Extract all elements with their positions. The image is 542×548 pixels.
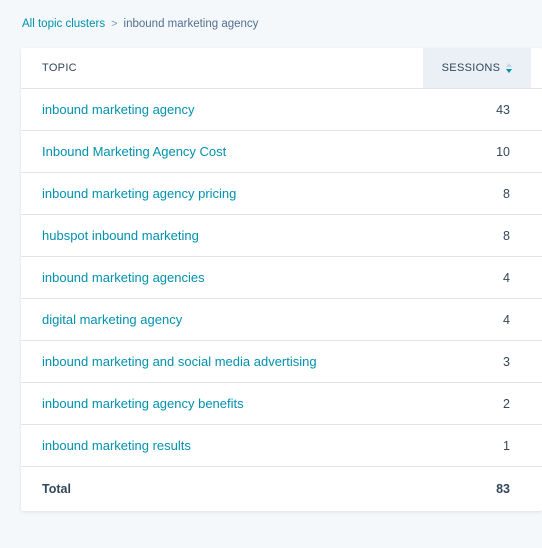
sessions-column-header[interactable]: SESSIONS: [423, 48, 531, 88]
sessions-value: 8: [503, 186, 510, 201]
sort-arrows-icon[interactable]: [506, 63, 513, 73]
topic-link[interactable]: inbound marketing agency benefits: [42, 396, 244, 411]
sessions-value: 2: [503, 396, 510, 411]
total-row: Total 83: [21, 467, 542, 511]
sessions-value: 3: [503, 354, 510, 369]
table-row: inbound marketing agencies 4: [21, 257, 542, 299]
breadcrumb-separator-icon: >: [111, 18, 118, 30]
topic-column-header: TOPIC: [21, 48, 423, 88]
sessions-value: 4: [503, 270, 510, 285]
total-sessions-value: 83: [496, 482, 510, 496]
breadcrumb: All topic clusters > inbound marketing age…: [22, 16, 258, 32]
topic-link[interactable]: inbound marketing agency: [42, 102, 195, 117]
table-row: hubspot inbound marketing 8: [21, 215, 542, 257]
topic-link[interactable]: inbound marketing agencies: [42, 270, 205, 285]
sessions-value: 4: [503, 312, 510, 327]
topic-link[interactable]: digital marketing agency: [42, 312, 183, 327]
table-header-row: TOPIC SESSIONS: [21, 48, 542, 89]
breadcrumb-current: inbound marketing agency: [123, 18, 259, 30]
table-row: inbound marketing agency benefits 2: [21, 383, 542, 425]
table-row: inbound marketing results 1: [21, 425, 542, 467]
topics-table: TOPIC SESSIONS inbound marketing agency 4…: [21, 48, 542, 511]
table-row: inbound marketing agency pricing 8: [21, 173, 542, 215]
topic-link[interactable]: inbound marketing results: [42, 438, 191, 453]
topic-link[interactable]: Inbound Marketing Agency Cost: [42, 144, 227, 159]
sessions-value: 10: [496, 144, 510, 159]
sessions-value: 1: [503, 438, 510, 453]
table-row: digital marketing agency 4: [21, 299, 542, 341]
sessions-header-label: SESSIONS: [441, 62, 501, 74]
table-body: inbound marketing agency 43 Inbound Market…: [21, 89, 542, 467]
topic-link[interactable]: inbound marketing and social media adver…: [42, 354, 317, 369]
sessions-value: 43: [496, 102, 510, 117]
topic-header-label: TOPIC: [42, 62, 77, 74]
topic-link[interactable]: inbound marketing agency pricing: [42, 186, 237, 201]
table-row: Inbound Marketing Agency Cost 10: [21, 131, 542, 173]
breadcrumb-all-topic-clusters-link[interactable]: All topic clusters: [22, 18, 106, 30]
topic-link[interactable]: hubspot inbound marketing: [42, 228, 199, 243]
sessions-value: 8: [503, 228, 510, 243]
table-row: inbound marketing agency 43: [21, 89, 542, 131]
table-row: inbound marketing and social media adver…: [21, 341, 542, 383]
total-label: Total: [42, 482, 71, 496]
